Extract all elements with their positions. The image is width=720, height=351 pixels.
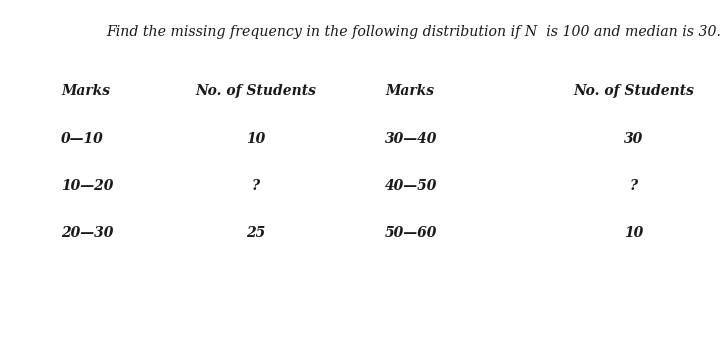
Text: Marks: Marks: [61, 84, 110, 98]
Text: 30: 30: [624, 132, 643, 146]
Text: Find the missing frequency in the following distribution if N  is 100 and median: Find the missing frequency in the follow…: [107, 25, 720, 39]
Text: ?: ?: [251, 179, 260, 193]
Text: 0—10: 0—10: [61, 132, 104, 146]
Text: 10—20: 10—20: [61, 179, 114, 193]
Text: ?: ?: [629, 179, 638, 193]
Text: 30—40: 30—40: [385, 132, 438, 146]
Text: 20—30: 20—30: [61, 226, 114, 240]
Text: 50—60: 50—60: [385, 226, 438, 240]
Text: No. of Students: No. of Students: [573, 84, 694, 98]
Text: Marks: Marks: [385, 84, 434, 98]
Text: 10: 10: [246, 132, 265, 146]
Text: 10: 10: [624, 226, 643, 240]
Text: 25: 25: [246, 226, 265, 240]
Text: 40—50: 40—50: [385, 179, 438, 193]
Text: No. of Students: No. of Students: [195, 84, 316, 98]
